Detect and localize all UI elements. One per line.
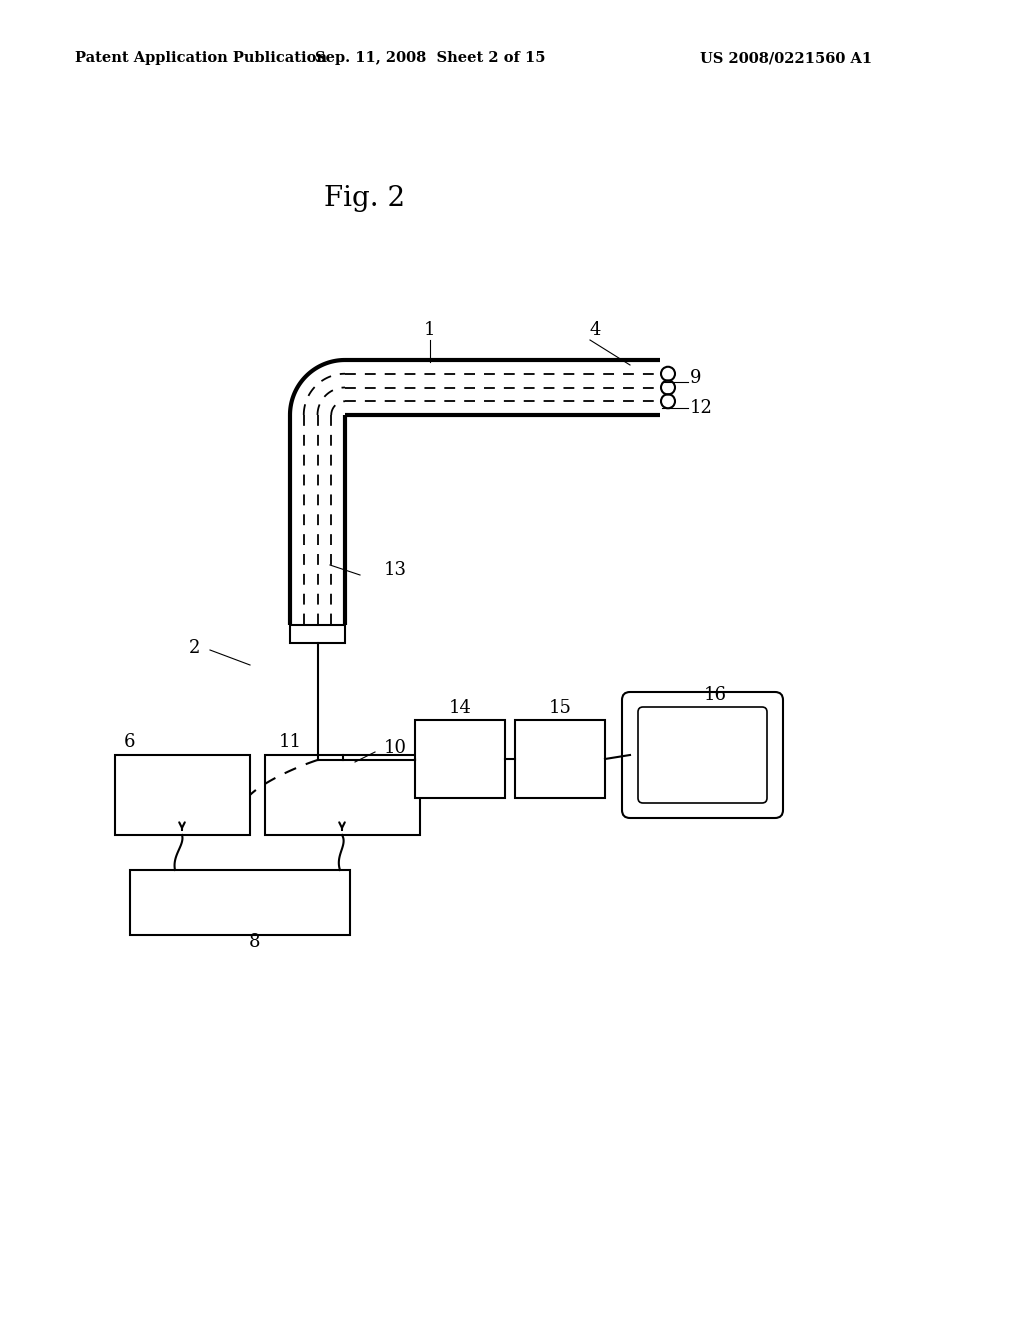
Text: 12: 12 bbox=[690, 399, 713, 417]
Text: 11: 11 bbox=[279, 733, 301, 751]
Text: 15: 15 bbox=[549, 700, 571, 717]
Text: 13: 13 bbox=[384, 561, 407, 579]
Text: 14: 14 bbox=[449, 700, 471, 717]
FancyBboxPatch shape bbox=[622, 692, 783, 818]
Text: Patent Application Publication: Patent Application Publication bbox=[75, 51, 327, 65]
Text: 1: 1 bbox=[424, 321, 436, 339]
Text: Sep. 11, 2008  Sheet 2 of 15: Sep. 11, 2008 Sheet 2 of 15 bbox=[314, 51, 545, 65]
Text: 8: 8 bbox=[249, 933, 261, 950]
Text: 10: 10 bbox=[384, 739, 407, 756]
Text: US 2008/0221560 A1: US 2008/0221560 A1 bbox=[700, 51, 872, 65]
FancyBboxPatch shape bbox=[638, 708, 767, 803]
Bar bbox=[115, 755, 250, 836]
Text: 2: 2 bbox=[189, 639, 201, 657]
Text: 9: 9 bbox=[690, 370, 701, 387]
Bar bbox=[130, 870, 350, 935]
Bar bbox=[290, 624, 345, 643]
Bar bbox=[515, 719, 605, 799]
Text: 6: 6 bbox=[124, 733, 135, 751]
Bar bbox=[265, 755, 420, 836]
Bar bbox=[415, 719, 505, 799]
Text: 4: 4 bbox=[590, 321, 601, 339]
Text: Fig. 2: Fig. 2 bbox=[325, 185, 406, 211]
Text: 16: 16 bbox=[703, 686, 726, 704]
